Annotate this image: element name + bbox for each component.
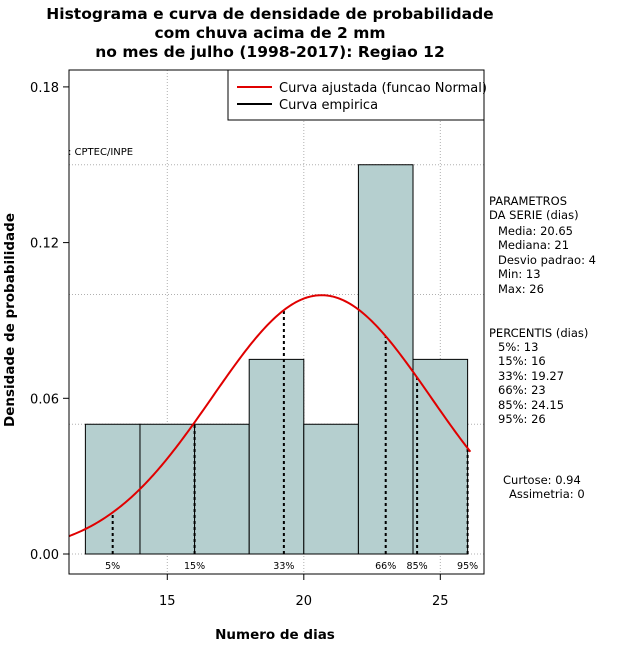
- x-tick-label: 15: [159, 594, 176, 609]
- histogram-bar: [139, 423, 196, 555]
- y-tick-label: 0.00: [30, 548, 59, 563]
- chart-title-line-2: com chuva acima de 2 mm: [154, 24, 386, 42]
- percentile-label: 66%: [375, 561, 396, 572]
- y-tick-label: 0.06: [30, 392, 59, 407]
- param-desvio: Desvio padrao: 4: [498, 253, 596, 267]
- percentil-66: 66%: 23: [498, 383, 546, 397]
- histogram-bar: [248, 358, 305, 555]
- x-axis-title: Numero de dias: [215, 627, 335, 643]
- percentile-label: 95%: [457, 561, 478, 572]
- watermark-text: : CPTEC/INPE: [68, 147, 133, 158]
- normal-fit-curve: [68, 294, 472, 538]
- param-mediana: Mediana: 21: [498, 238, 570, 252]
- percentil-15: 15%: 16: [498, 354, 546, 368]
- y-axis-title: Densidade de probabilidade: [2, 213, 18, 427]
- percentil-95: 95%: 26: [498, 412, 546, 426]
- x-tick-label: 25: [432, 594, 449, 609]
- legend-box: [227, 69, 485, 121]
- histogram-bar: [194, 423, 250, 555]
- y-tick-label: 0.12: [30, 237, 59, 252]
- percentile-label: 85%: [407, 561, 428, 572]
- percentile-label: 15%: [184, 561, 205, 572]
- legend-label: Curva empirica: [279, 98, 378, 113]
- params-header-1: PARAMETROS: [489, 194, 568, 208]
- x-tick-label: 20: [296, 594, 313, 609]
- chart-title-line-3: no mes de julho (1998-2017): Regiao 12: [95, 43, 445, 61]
- y-tick-label: 0.18: [30, 81, 59, 96]
- percentil-5: 5%: 13: [498, 340, 539, 354]
- legend-label: Curva ajustada (funcao Normal): [279, 81, 487, 96]
- percentis-header: PERCENTIS (dias): [489, 326, 589, 340]
- percentile-label: 5%: [105, 561, 120, 572]
- params-header-2: DA SERIE (dias): [489, 208, 579, 222]
- percentil-85: 85%: 24.15: [498, 398, 565, 412]
- histogram-bar: [412, 358, 469, 555]
- curtose-value: Curtose: 0.94: [503, 473, 581, 487]
- histogram-bar: [303, 423, 359, 555]
- assimetria-value: Assimetria: 0: [509, 487, 585, 501]
- param-min: Min: 13: [498, 267, 541, 281]
- percentil-33: 33%: 19.27: [498, 369, 565, 383]
- percentile-label: 33%: [273, 561, 294, 572]
- param-media: Media: 20.65: [498, 224, 573, 238]
- param-max: Max: 26: [498, 282, 544, 296]
- histogram-bar: [84, 423, 141, 555]
- chart-title-line-1: Histograma e curva de densidade de proba…: [46, 5, 494, 23]
